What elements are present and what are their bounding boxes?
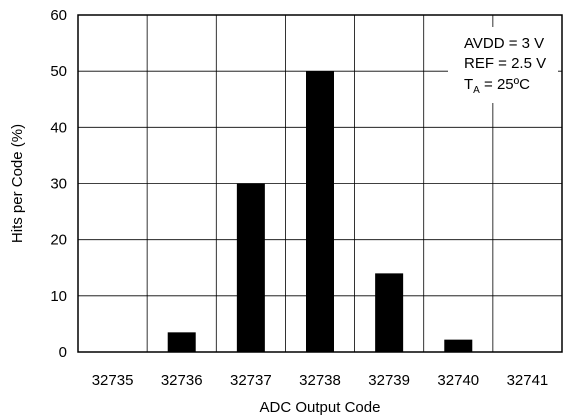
bar-32738 [306, 71, 334, 353]
bar-32737 [236, 183, 265, 352]
y-tick-label: 20 [50, 232, 67, 249]
y-tick-label: 50 [50, 63, 67, 80]
annotation-temperature: TA = 25ºC [464, 76, 530, 96]
y-tick-label: 10 [50, 288, 67, 305]
y-tick-label: 0 [59, 344, 67, 361]
x-tick-label: 32738 [299, 372, 341, 389]
annotation-temperature-symbol: T [464, 76, 473, 93]
annotation-ref: REF = 2.5 V [464, 55, 546, 72]
annotation-avdd: AVDD = 3 V [464, 35, 544, 52]
y-axis-ticks: 0 10 20 30 40 50 60 [50, 7, 67, 361]
bar-32740 [444, 339, 473, 352]
bars [167, 71, 473, 353]
x-tick-label: 32740 [437, 372, 479, 389]
bar-32736 [167, 332, 196, 352]
annotation-temperature-subscript: A [473, 85, 480, 96]
y-axis-title: Hits per Code (%) [9, 124, 26, 243]
y-tick-label: 30 [50, 176, 67, 193]
x-tick-label: 32736 [161, 372, 203, 389]
y-tick-label: 40 [50, 119, 67, 136]
bar-32739 [375, 273, 404, 352]
x-tick-label: 32741 [507, 372, 549, 389]
x-tick-label: 32735 [92, 372, 134, 389]
x-tick-label: 32737 [230, 372, 272, 389]
x-tick-label: 32739 [368, 372, 410, 389]
annotation-temperature-value: = 25ºC [480, 76, 530, 93]
x-axis-ticks: 32735 32736 32737 32738 32739 32740 32741 [92, 372, 549, 389]
annotation-background [448, 27, 558, 103]
x-axis-title: ADC Output Code [260, 399, 381, 416]
y-tick-label: 60 [50, 7, 67, 24]
plot-area-frame [77, 14, 563, 353]
